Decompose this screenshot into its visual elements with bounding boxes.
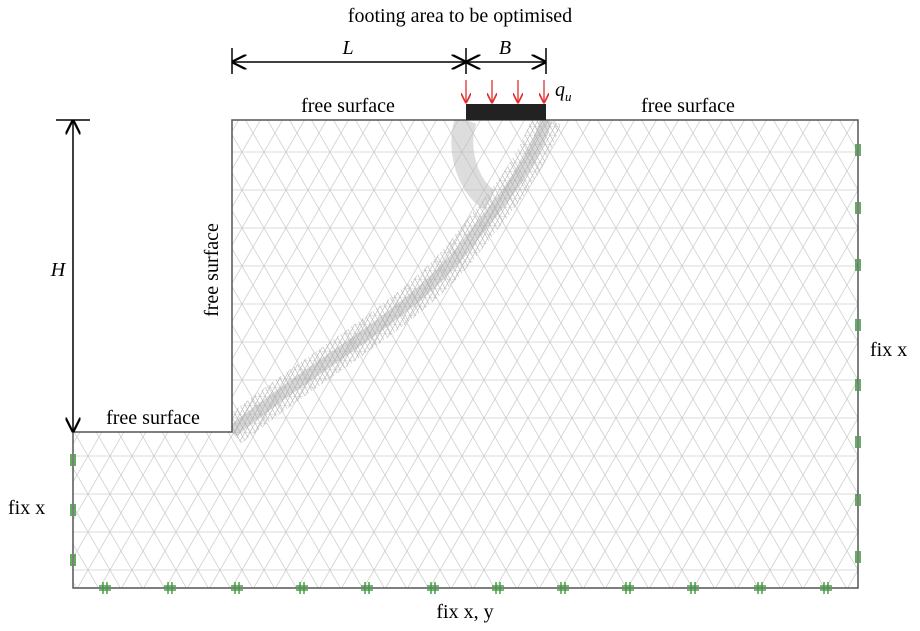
mesh <box>73 120 858 588</box>
title: footing area to be optimised <box>348 5 572 27</box>
load-subscript: u <box>565 89 572 104</box>
load-label: qu <box>555 79 572 104</box>
surface-label: free surface <box>201 223 223 317</box>
footing <box>466 104 546 120</box>
domain-boundary <box>72 119 859 589</box>
surface-label: free surface <box>301 95 395 117</box>
label-B: B <box>499 37 511 59</box>
load-symbol: q <box>555 79 565 101</box>
label-H: H <box>50 259 67 281</box>
boundary-label: fix x, y <box>436 601 493 623</box>
surface-label: free surface <box>106 407 200 429</box>
mesh-fan <box>451 120 497 210</box>
boundary-label: fix x <box>8 497 45 519</box>
label-L: L <box>341 37 353 59</box>
mesh-refinement <box>222 120 561 444</box>
surface-label: free surface <box>641 95 735 117</box>
dimensions <box>56 48 547 431</box>
mesh-band <box>228 120 552 437</box>
load-arrows <box>466 80 544 102</box>
boundary-label: fix x <box>870 339 907 361</box>
